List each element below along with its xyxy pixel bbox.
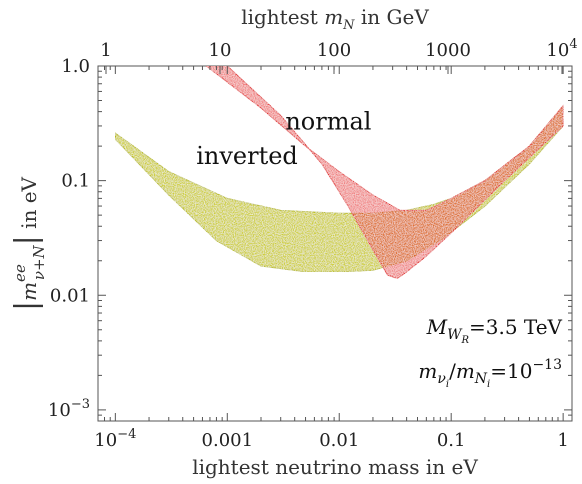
svg-text:|meeν+N| in eV: |meeν+N| in eV [9, 176, 48, 311]
annotation-ratio: mνi/mNi=10−13 [418, 357, 562, 390]
y-tick-label: 0.01 [50, 285, 90, 306]
ticks-layer: 10−4 0.001 0.01 0.1 1 1.0 0.1 0.01 10−3 1 10 100 100… [48, 37, 578, 451]
plot-frame [97, 65, 573, 422]
band-label-inverted: inverted [196, 142, 298, 170]
annotation-mwr: MWR=3.5 TeV [426, 315, 563, 346]
band-normal [204, 65, 564, 280]
x-tick-label: 0.01 [319, 430, 359, 451]
top-tick-label: 1000 [425, 40, 471, 61]
top-tick-label: 10 [209, 40, 232, 61]
y-axis-title: |meeν+N| in eV [9, 176, 48, 311]
top-tick-label: 100 [317, 40, 351, 61]
x-tick-label: 1 [557, 430, 568, 451]
top-tick-label: 1 [100, 40, 111, 61]
bands-layer [114, 65, 564, 280]
top-axis-title: lightest mN in GeV [241, 5, 429, 33]
x-tick-label: 0.001 [202, 430, 254, 451]
x-tick-label: 10−4 [94, 427, 136, 451]
top-tick-label: 104 [546, 37, 577, 61]
x-tick-label: 0.1 [437, 430, 466, 451]
y-tick-label: 1.0 [61, 56, 90, 77]
band-label-normal: normal [285, 107, 371, 135]
y-tick-label: 0.1 [61, 171, 90, 192]
y-tick-label: 10−3 [48, 397, 90, 421]
x-axis-title: lightest neutrino mass in eV [192, 455, 478, 479]
